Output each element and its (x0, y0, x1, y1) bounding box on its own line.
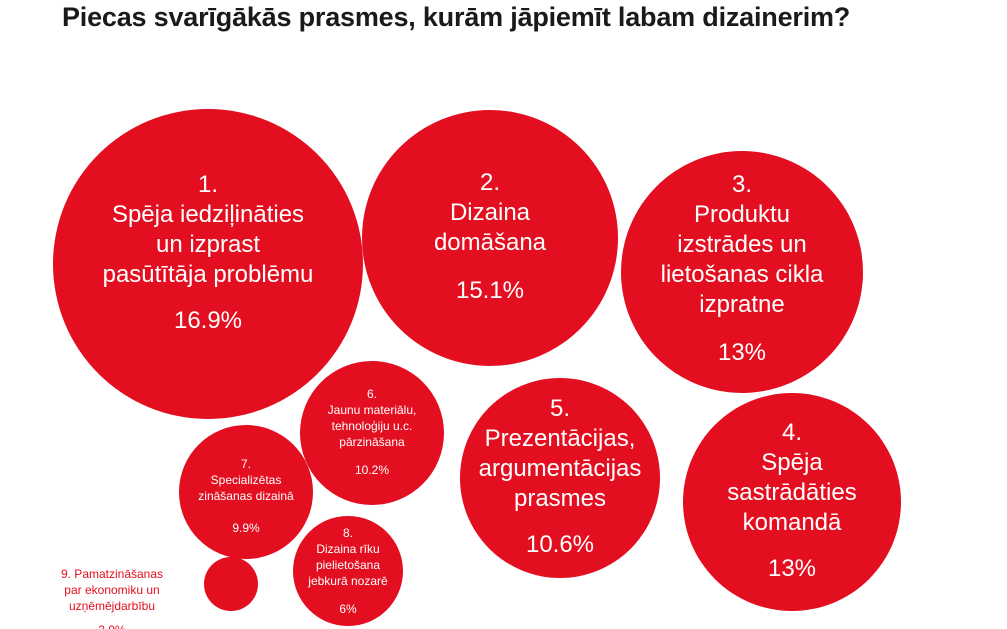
bubble-3-rank: 3. (732, 171, 752, 198)
bubble-2-value: 15.1% (456, 277, 524, 304)
bubble-3-label-line: izstrādes un (677, 231, 806, 258)
bubble-6-rank: 6. (367, 387, 377, 401)
bubble-5-value: 10.6% (526, 531, 594, 558)
bubble-5-label-line: argumentācijas (479, 455, 642, 482)
bubble-2-rank: 2. (480, 169, 500, 196)
bubble-3-label-line: Produktu (694, 201, 790, 228)
bubble-9-label-line: uzņēmējdarbību (69, 599, 155, 613)
bubble-3 (621, 151, 863, 393)
bubble-2-label-line: Dizaina (450, 199, 531, 226)
bubble-7-label-line: zināšanas dizainā (198, 489, 294, 503)
bubble-4-rank: 4. (782, 419, 802, 446)
bubble-4-label-line: Spēja (761, 449, 823, 476)
bubble-1-label-line: pasūtītāja problēmu (103, 261, 314, 288)
bubble-4-label-line: komandā (743, 509, 842, 536)
bubble-3-value: 13% (718, 339, 766, 366)
bubble-8 (293, 516, 403, 626)
bubble-6-label-line: tehnoloģiju u.c. (332, 419, 413, 433)
bubble-1-label-line: Spēja iedziļināties (112, 201, 304, 228)
bubble-3-label-line: izpratne (699, 291, 784, 318)
bubble-8-label-line: jebkurā nozarē (307, 574, 388, 588)
bubble-3-label-line: lietošanas cikla (661, 261, 824, 288)
bubble-9-label-line: par ekonomiku un (64, 583, 159, 597)
bubble-5-label-line: prasmes (514, 485, 606, 512)
bubble-6 (300, 361, 444, 505)
bubble-8-label-line: pielietošana (316, 558, 380, 572)
chart-title: Piecas svarīgākās prasmes, kurām jāpiemī… (62, 2, 851, 32)
bubble-7-label-line: Specializētas (211, 473, 282, 487)
bubble-9 (204, 557, 258, 611)
bubble-4 (683, 393, 901, 611)
bubble-5-rank: 5. (550, 395, 570, 422)
bubble-8-rank: 8. (343, 526, 353, 540)
bubble-1 (53, 109, 363, 419)
bubble-6-value: 10.2% (355, 463, 389, 477)
bubble-2-label-line: domāšana (434, 229, 547, 256)
bubble-5-label-line: Prezentācijas, (485, 425, 636, 452)
bubble-9-value: 3.9% (98, 623, 126, 629)
bubble-5 (460, 378, 660, 578)
bubble-7-value: 9.9% (232, 521, 260, 535)
bubble-1-value: 16.9% (174, 307, 242, 334)
bubble-8-value: 6% (339, 602, 357, 616)
bubble-1-label-line: un izprast (156, 231, 260, 258)
bubble-2 (362, 110, 618, 366)
bubble-7 (179, 425, 313, 559)
bubble-4-value: 13% (768, 555, 816, 582)
bubble-1-rank: 1. (198, 171, 218, 198)
bubble-7-rank: 7. (241, 457, 251, 471)
bubble-8-label-line: Dizaina rīku (316, 542, 379, 556)
bubble-6-label-line: pārzināšana (339, 435, 405, 449)
bubble-6-label-line: Jaunu materiālu, (328, 403, 417, 417)
bubble-4-label-line: sastrādāties (727, 479, 856, 506)
bubble-9-label-line: 9. Pamatzināšanas (61, 567, 163, 581)
